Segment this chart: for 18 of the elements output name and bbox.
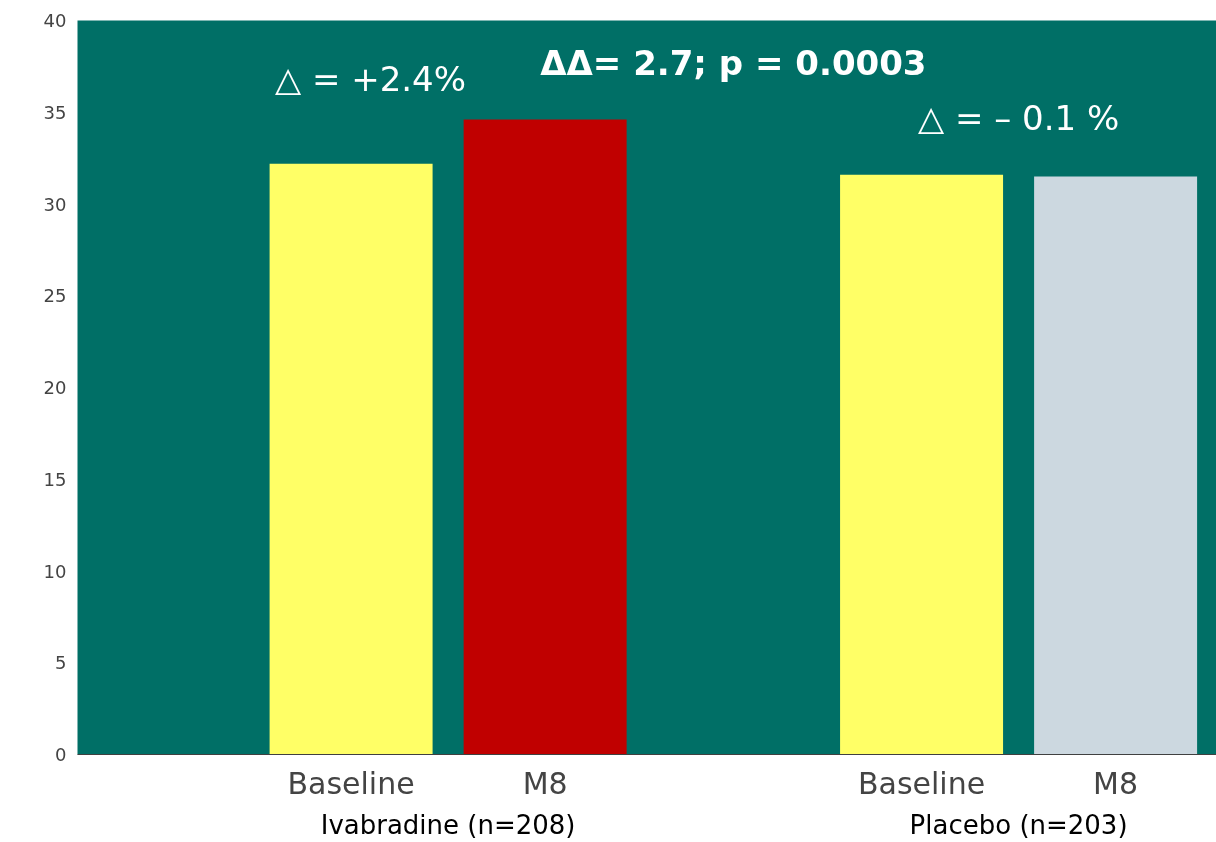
y-tick-label: 15: [43, 468, 67, 490]
y-tick-label: 35: [43, 101, 67, 123]
y-tick-label: 25: [43, 285, 67, 307]
x-tick-label: Baseline: [287, 765, 415, 801]
text: Placebo (n=203): [909, 809, 1128, 840]
annotation: ΔΔ= 2.7; p = 0.0003: [540, 42, 927, 83]
y-tick-label: 5: [55, 652, 67, 674]
x-tick-label: M8: [522, 765, 568, 801]
x-tick-label: M8: [1093, 765, 1139, 801]
x-tick-label: Baseline: [857, 765, 986, 801]
y-tick-label: 10: [43, 560, 67, 582]
annotation: △ = +2.4%: [274, 59, 467, 100]
y-tick-label: 0: [55, 744, 67, 765]
annotation: △ = – 0.1 %: [917, 97, 1120, 138]
y-tick-label: 20: [43, 377, 67, 398]
y-tick-label: 30: [43, 193, 67, 215]
text: Ivabradine (n=208): [320, 809, 576, 840]
y-tick-label: 40: [43, 10, 67, 31]
